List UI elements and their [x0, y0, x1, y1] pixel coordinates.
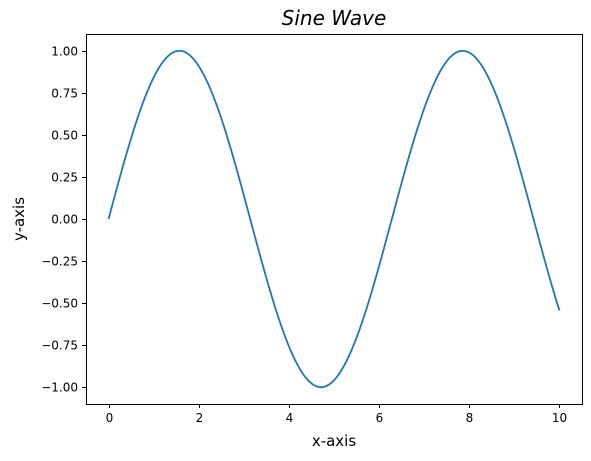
x-tick-label: 6 [376, 411, 384, 425]
y-tick-label: 0.75 [51, 87, 78, 101]
y-axis-label: y-axis [10, 197, 28, 241]
y-tick-label: 0.25 [51, 171, 78, 185]
y-tick-label: 1.00 [51, 45, 78, 59]
plot-frame [86, 34, 583, 405]
x-tick-label: 0 [106, 411, 114, 425]
x-axis-label: x-axis [312, 432, 357, 450]
x-tick-label: 10 [552, 411, 567, 425]
y-tick-label: −0.75 [41, 339, 78, 353]
series-line [107, 49, 561, 389]
y-tick-label: −0.25 [41, 255, 78, 269]
chart-title: Sine Wave [282, 6, 387, 30]
x-tick-label: 8 [466, 411, 474, 425]
x-tick-label: 4 [286, 411, 294, 425]
y-tick-label: −1.00 [41, 381, 78, 395]
series-layer [107, 49, 561, 389]
plot-background [86, 34, 582, 404]
y-tick-label: −0.50 [41, 297, 78, 311]
y-ticks: −1.00 −0.75 −0.50 −0.25 0.00 0.25 0.50 0.75 1.00 [41, 45, 86, 395]
x-ticks: 0 2 4 6 8 10 [106, 404, 567, 425]
x-tick-label: 2 [196, 411, 204, 425]
y-tick-label: 0.50 [51, 129, 78, 143]
y-tick-label: 0.00 [51, 213, 78, 227]
